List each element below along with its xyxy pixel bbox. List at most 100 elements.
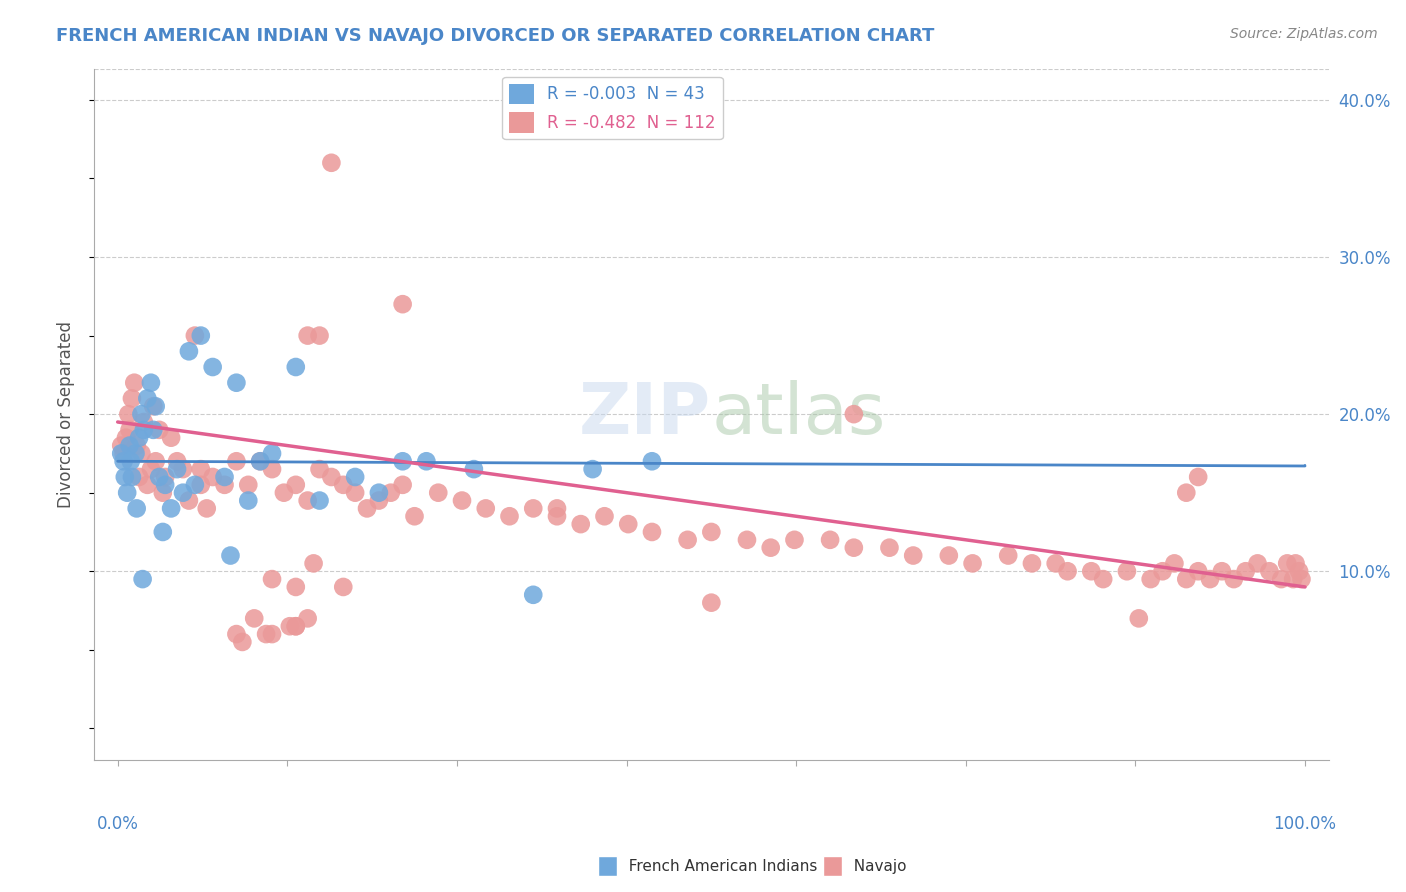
- Point: [1277, 557, 1299, 571]
- Point: [166, 454, 188, 468]
- Point: [308, 493, 330, 508]
- Point: [225, 376, 247, 390]
- Point: [1211, 564, 1233, 578]
- Point: [367, 485, 389, 500]
- Point: [225, 454, 247, 468]
- Point: [332, 580, 354, 594]
- Point: [1282, 572, 1305, 586]
- Point: [474, 501, 496, 516]
- Point: [231, 635, 253, 649]
- Point: [297, 328, 319, 343]
- Point: [1258, 564, 1281, 578]
- Point: [136, 392, 159, 406]
- Point: [132, 423, 155, 437]
- Point: [818, 533, 841, 547]
- Point: [136, 478, 159, 492]
- Point: [1223, 572, 1246, 586]
- Point: [145, 454, 167, 468]
- Point: [1291, 572, 1313, 586]
- Point: [415, 454, 437, 468]
- Point: [593, 509, 616, 524]
- Point: [152, 524, 174, 539]
- Point: [676, 533, 699, 547]
- Text: Navajo: Navajo: [844, 859, 905, 874]
- Point: [997, 549, 1019, 563]
- Point: [128, 431, 150, 445]
- Point: [1199, 572, 1222, 586]
- Point: [284, 359, 307, 374]
- Point: [344, 485, 367, 500]
- Point: [118, 423, 141, 437]
- Point: [110, 439, 132, 453]
- Point: [1056, 564, 1078, 578]
- Point: [128, 470, 150, 484]
- Point: [120, 454, 142, 468]
- Point: [391, 297, 413, 311]
- Point: [273, 485, 295, 500]
- Point: [125, 439, 148, 453]
- Point: [145, 399, 167, 413]
- Point: [184, 478, 207, 492]
- Point: [356, 501, 378, 516]
- Point: [546, 501, 568, 516]
- Point: [546, 509, 568, 524]
- Point: [132, 415, 155, 429]
- Point: [243, 611, 266, 625]
- Text: French American Indians: French American Indians: [619, 859, 817, 874]
- Point: [260, 572, 283, 586]
- Point: [938, 549, 960, 563]
- Point: [1163, 557, 1185, 571]
- Point: [1139, 572, 1161, 586]
- Text: 100.0%: 100.0%: [1274, 814, 1337, 833]
- Point: [153, 470, 176, 484]
- Point: [115, 485, 138, 500]
- Point: [142, 399, 165, 413]
- Point: [463, 462, 485, 476]
- Point: [962, 557, 984, 571]
- Point: [1270, 572, 1292, 586]
- Point: [177, 344, 200, 359]
- Point: [581, 462, 603, 476]
- Text: Source: ZipAtlas.com: Source: ZipAtlas.com: [1230, 27, 1378, 41]
- Point: [1187, 564, 1209, 578]
- Point: [142, 423, 165, 437]
- Point: [260, 627, 283, 641]
- Point: [190, 478, 212, 492]
- Point: [201, 470, 224, 484]
- Point: [148, 423, 170, 437]
- Point: [152, 485, 174, 500]
- Point: [1246, 557, 1268, 571]
- Point: [115, 431, 138, 445]
- Point: [321, 470, 343, 484]
- Point: [783, 533, 806, 547]
- Point: [380, 485, 402, 500]
- Point: [759, 541, 782, 555]
- Point: [700, 524, 723, 539]
- Point: [148, 470, 170, 484]
- Point: [177, 493, 200, 508]
- Point: [166, 462, 188, 476]
- Point: [1128, 611, 1150, 625]
- Point: [297, 611, 319, 625]
- Point: [284, 619, 307, 633]
- Point: [1116, 564, 1139, 578]
- Point: [284, 619, 307, 633]
- Point: [172, 462, 194, 476]
- Point: [308, 462, 330, 476]
- Point: [735, 533, 758, 547]
- Point: [879, 541, 901, 555]
- Point: [110, 446, 132, 460]
- Point: [903, 549, 925, 563]
- Point: [842, 541, 865, 555]
- Point: [254, 627, 277, 641]
- Point: [1288, 564, 1310, 578]
- Point: [522, 501, 544, 516]
- Point: [617, 517, 640, 532]
- Legend: R = -0.003  N = 43, R = -0.482  N = 112: R = -0.003 N = 43, R = -0.482 N = 112: [502, 77, 723, 139]
- Point: [522, 588, 544, 602]
- Point: [131, 572, 153, 586]
- Text: ZIP: ZIP: [579, 380, 711, 449]
- Point: [302, 557, 325, 571]
- Point: [249, 454, 271, 468]
- Point: [404, 509, 426, 524]
